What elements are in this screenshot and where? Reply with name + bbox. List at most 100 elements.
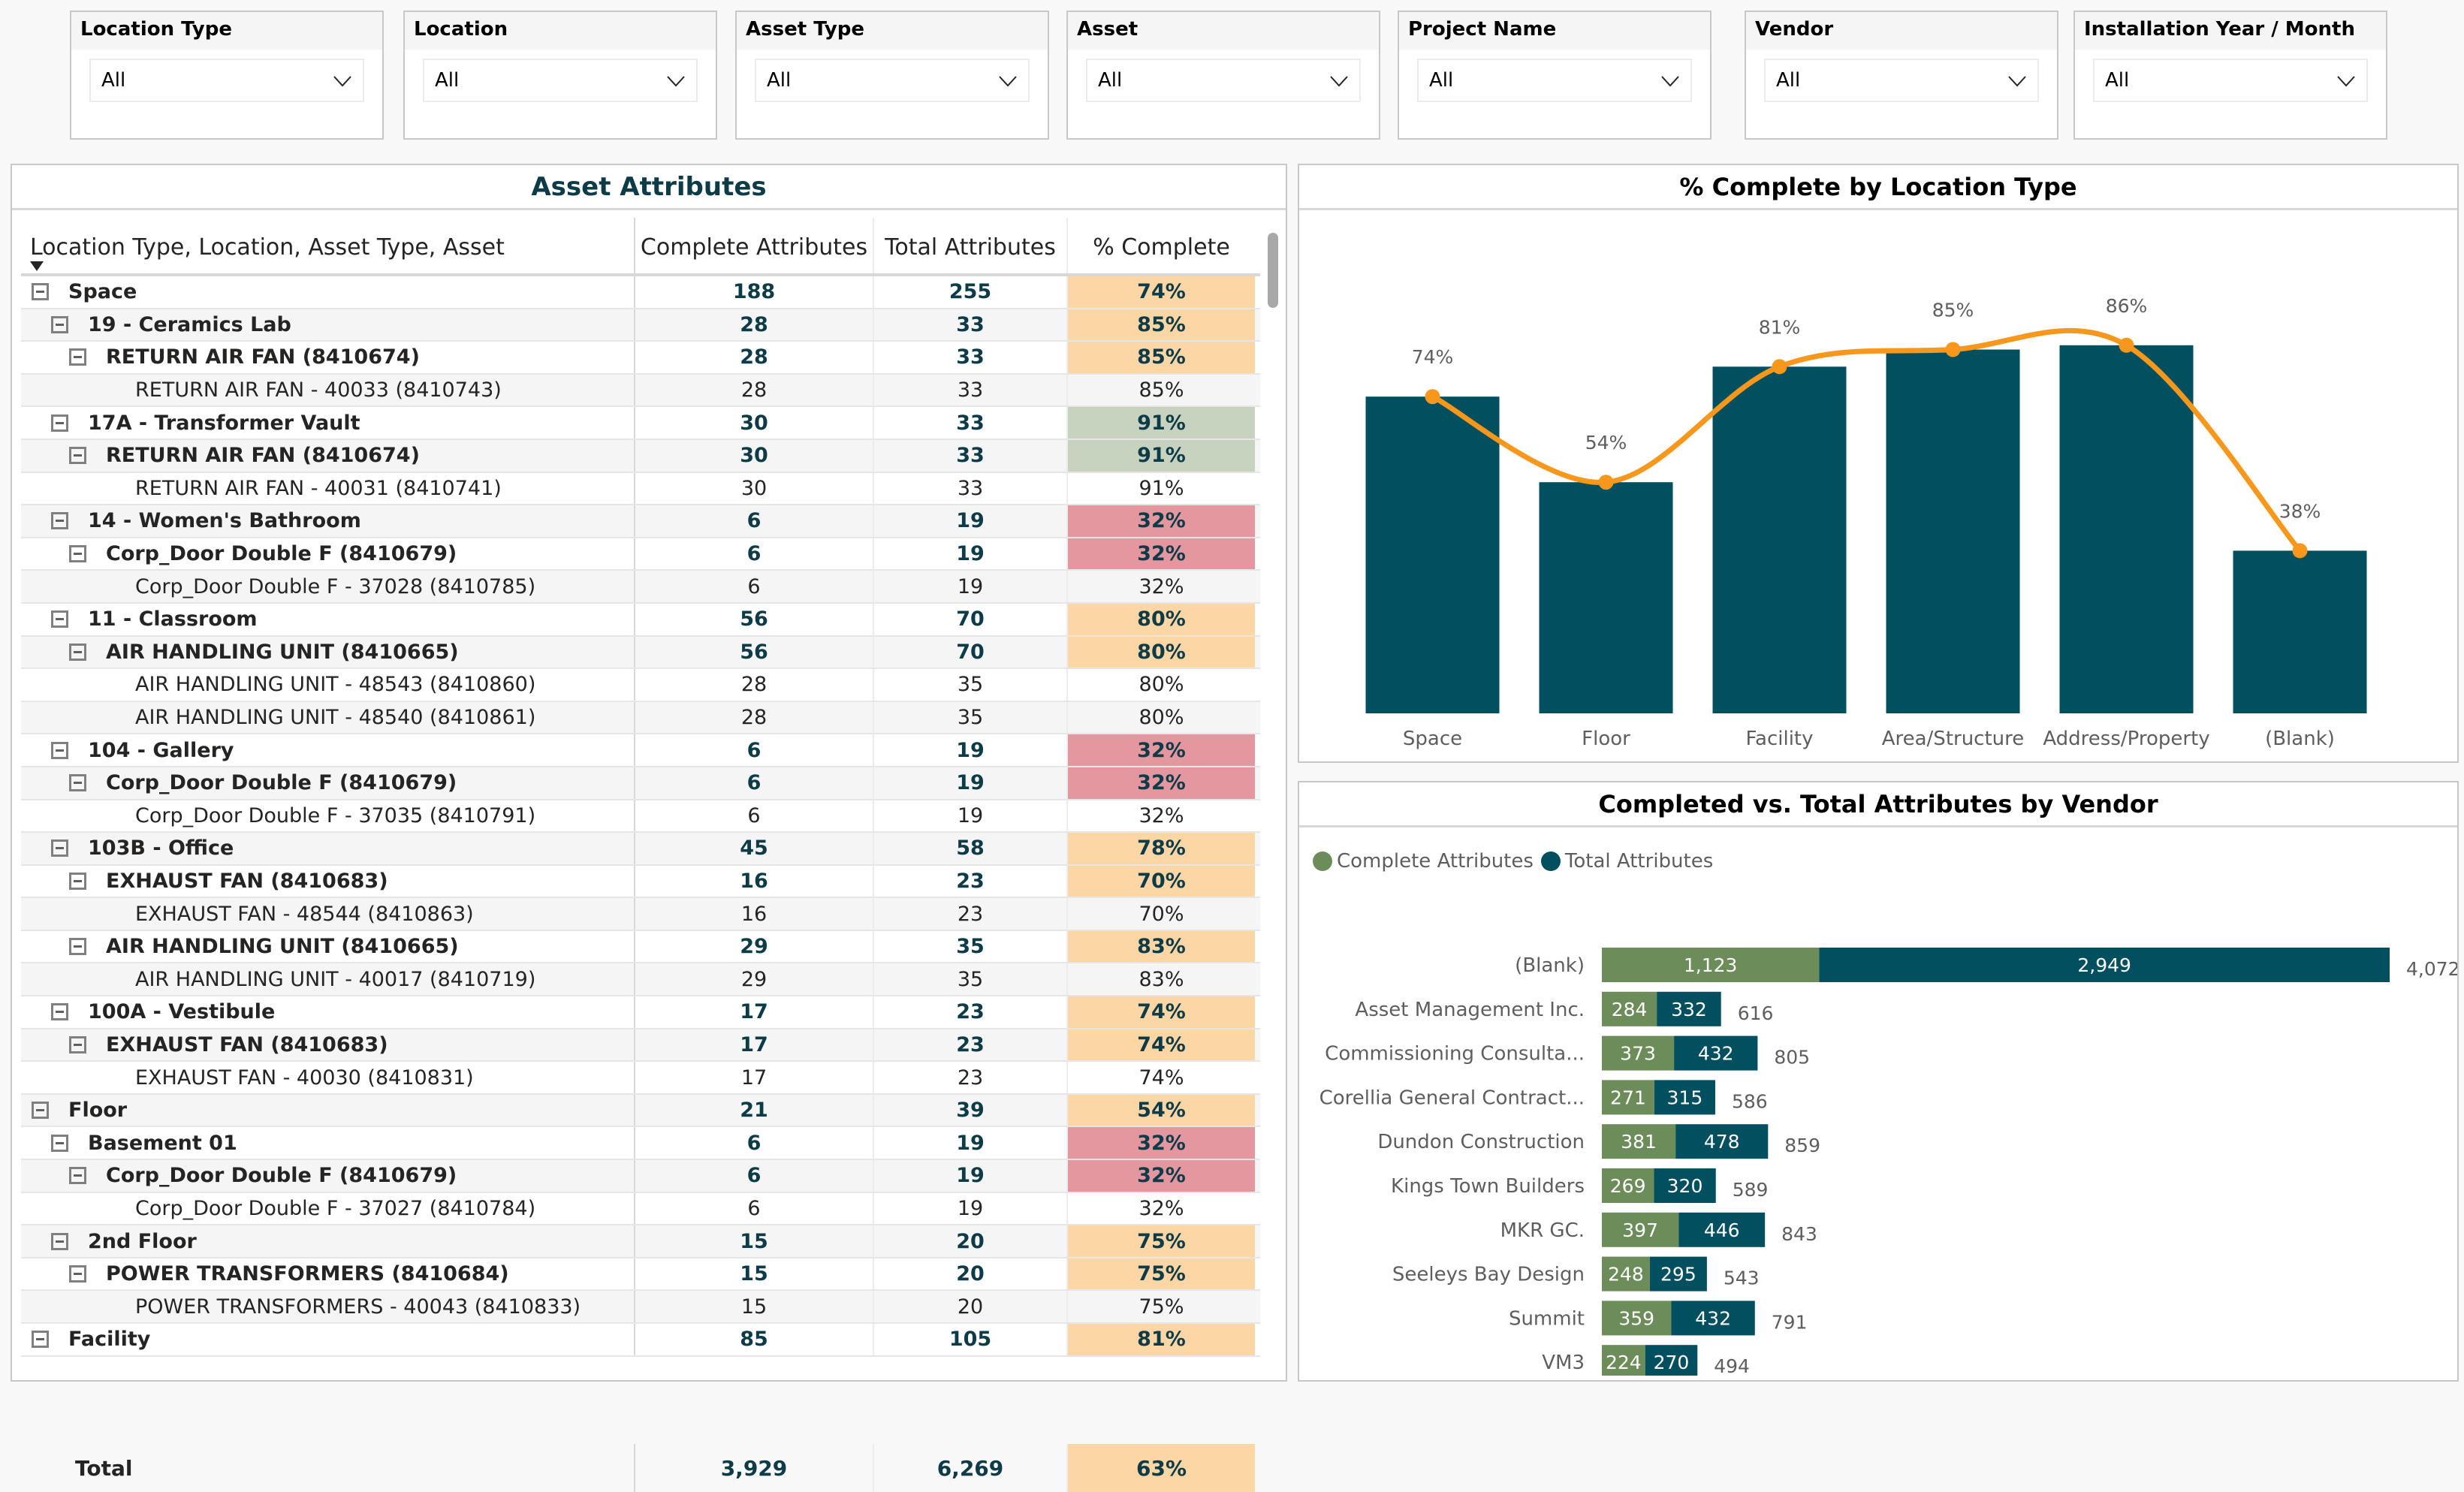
bar-area-structure[interactable] [1886,349,2020,714]
bar-address-property[interactable] [2059,345,2194,713]
slicer-dropdown[interactable]: All [755,59,1030,102]
column-header-hierarchy[interactable]: Location Type, Location, Asset Type, Ass… [21,218,635,273]
collapse-toggle-icon[interactable] [51,1134,68,1152]
table-row[interactable]: EXHAUST FAN - 40030 (8410831) 17 23 74% [21,1062,1260,1095]
table-row[interactable]: EXHAUST FAN (8410683) 16 23 70% [21,865,1260,899]
collapse-toggle-icon[interactable] [51,741,68,759]
collapse-toggle-icon[interactable] [69,938,86,956]
bar--blank-[interactable] [2233,550,2367,713]
column-header-total[interactable]: Total Attributes [874,218,1068,273]
vertical-scrollbar[interactable] [1268,233,1278,308]
table-row[interactable]: 103B - Office 45 58 78% [21,833,1260,866]
collapse-toggle-icon[interactable] [69,348,86,366]
bar-facility[interactable] [1712,366,1847,713]
column-header-pct[interactable]: % Complete [1093,234,1230,261]
column-header-complete[interactable]: Complete Attributes [635,218,874,273]
collapse-toggle-icon[interactable] [32,283,49,301]
collapse-toggle-icon[interactable] [69,774,86,792]
table-row[interactable]: 104 - Gallery 6 19 32% [21,734,1260,767]
bar-total-attributes[interactable] [1675,1124,1769,1159]
table-row[interactable]: Corp_Door Double F - 37035 (8410791) 6 19 3… [21,800,1260,833]
legend-label-total[interactable]: Total Attributes [1564,850,1714,873]
table-row[interactable]: EXHAUST FAN - 48544 (8410863) 16 23 70% [21,898,1260,931]
collapse-toggle-icon[interactable] [69,643,86,661]
table-row[interactable]: EXHAUST FAN (8410683) 17 23 74% [21,1029,1260,1062]
table-row[interactable]: Corp_Door Double F - 37028 (8410785) 6 19 3… [21,571,1260,604]
bar-complete-attributes[interactable] [1602,1035,1675,1071]
bar-total-attributes[interactable] [1654,1080,1715,1115]
line-point[interactable] [2119,337,2134,353]
bar-total-attributes[interactable] [1674,1035,1758,1071]
bar-space[interactable] [1365,396,1500,713]
table-row[interactable]: 2nd Floor 15 20 75% [21,1225,1260,1258]
table-row[interactable]: 14 - Women's Bathroom 6 19 32% [21,505,1260,538]
table-row[interactable]: POWER TRANSFORMERS (8410684) 15 20 75% [21,1258,1260,1292]
slicer-dropdown[interactable]: All [423,59,698,102]
bar-total-attributes[interactable] [1654,1168,1716,1203]
line-point[interactable] [1425,389,1440,405]
table-row[interactable]: Corp_Door Double F (8410679) 6 19 32% [21,767,1260,800]
collapse-toggle-icon[interactable] [51,315,68,333]
collapse-toggle-icon[interactable] [51,1003,68,1021]
collapse-toggle-icon[interactable] [69,872,86,890]
legend-label-complete[interactable]: Complete Attributes [1337,850,1534,873]
table-row[interactable]: 17A - Transformer Vault 30 33 91% [21,407,1260,440]
table-row[interactable]: Space 188 255 74% [21,276,1260,309]
slicer-dropdown[interactable]: All [1417,59,1692,102]
slicer-dropdown[interactable]: All [1086,59,1361,102]
bar-complete-attributes[interactable] [1602,1345,1645,1376]
table-row[interactable]: POWER TRANSFORMERS - 40043 (8410833) 15 20… [21,1291,1260,1324]
bar-complete-attributes[interactable] [1602,1080,1654,1115]
bar-complete-attributes[interactable] [1602,948,1820,982]
bar-complete-attributes[interactable] [1602,1212,1679,1247]
bar-complete-attributes[interactable] [1602,1256,1650,1292]
collapse-toggle-icon[interactable] [51,1232,68,1250]
table-row[interactable]: RETURN AIR FAN (8410674) 30 33 91% [21,439,1260,473]
sort-descending-icon[interactable] [30,261,44,271]
table-row[interactable]: AIR HANDLING UNIT - 40017 (8410719) 29 35 8… [21,963,1260,997]
collapse-toggle-icon[interactable] [51,512,68,530]
collapse-toggle-icon[interactable] [69,1265,86,1283]
slicer-dropdown[interactable]: All [89,59,364,102]
table-row[interactable]: AIR HANDLING UNIT - 48543 (8410860) 28 35 8… [21,669,1260,702]
line-point[interactable] [1945,342,1961,357]
table-row[interactable]: RETURN AIR FAN - 40031 (8410741) 30 33 91% [21,472,1260,506]
bar-complete-attributes[interactable] [1602,1168,1654,1203]
bar-total-attributes[interactable] [1671,1301,1755,1336]
bar-total-attributes[interactable] [1649,1256,1707,1292]
collapse-toggle-icon[interactable] [32,1331,49,1349]
slicer-dropdown[interactable]: All [2093,59,2368,102]
table-row[interactable]: Corp_Door Double F - 37027 (8410784) 6 19 3… [21,1192,1260,1226]
table-row[interactable]: Facility 85 105 81% [21,1324,1260,1357]
collapse-toggle-icon[interactable] [32,1102,49,1120]
collapse-toggle-icon[interactable] [69,447,86,465]
bar-complete-attributes[interactable] [1602,1124,1676,1159]
bar-total-attributes[interactable] [1819,948,2390,982]
bar-complete-attributes[interactable] [1602,991,1657,1026]
bar-complete-attributes[interactable] [1602,1301,1672,1336]
bar-floor[interactable] [1539,482,1673,713]
table-row[interactable]: Corp_Door Double F (8410679) 6 19 32% [21,1160,1260,1193]
table-row[interactable]: 19 - Ceramics Lab 28 33 85% [21,309,1260,342]
table-row[interactable]: RETURN AIR FAN (8410674) 28 33 85% [21,342,1260,375]
bar-total-attributes[interactable] [1678,1212,1766,1247]
table-row[interactable]: Basement 01 6 19 32% [21,1127,1260,1161]
table-row[interactable]: Corp_Door Double F (8410679) 6 19 32% [21,538,1260,571]
table-row[interactable]: Floor 21 39 54% [21,1094,1260,1128]
collapse-toggle-icon[interactable] [51,839,68,858]
collapse-toggle-icon[interactable] [69,545,86,563]
table-row[interactable]: AIR HANDLING UNIT - 48540 (8410861) 28 35 8… [21,701,1260,735]
line-point[interactable] [2292,543,2308,559]
table-row[interactable]: 11 - Classroom 56 70 80% [21,603,1260,637]
slicer-dropdown[interactable]: All [1764,59,2039,102]
table-row[interactable]: 100A - Vestibule 17 23 74% [21,996,1260,1029]
collapse-toggle-icon[interactable] [69,1167,86,1185]
bar-total-attributes[interactable] [1645,1345,1698,1376]
line-point[interactable] [1772,359,1787,375]
collapse-toggle-icon[interactable] [69,1035,86,1053]
line-point[interactable] [1598,475,1614,490]
table-row[interactable]: AIR HANDLING UNIT (8410665) 29 35 83% [21,930,1260,964]
collapse-toggle-icon[interactable] [51,414,68,432]
table-row[interactable]: AIR HANDLING UNIT (8410665) 56 70 80% [21,636,1260,670]
bar-total-attributes[interactable] [1657,991,1721,1026]
